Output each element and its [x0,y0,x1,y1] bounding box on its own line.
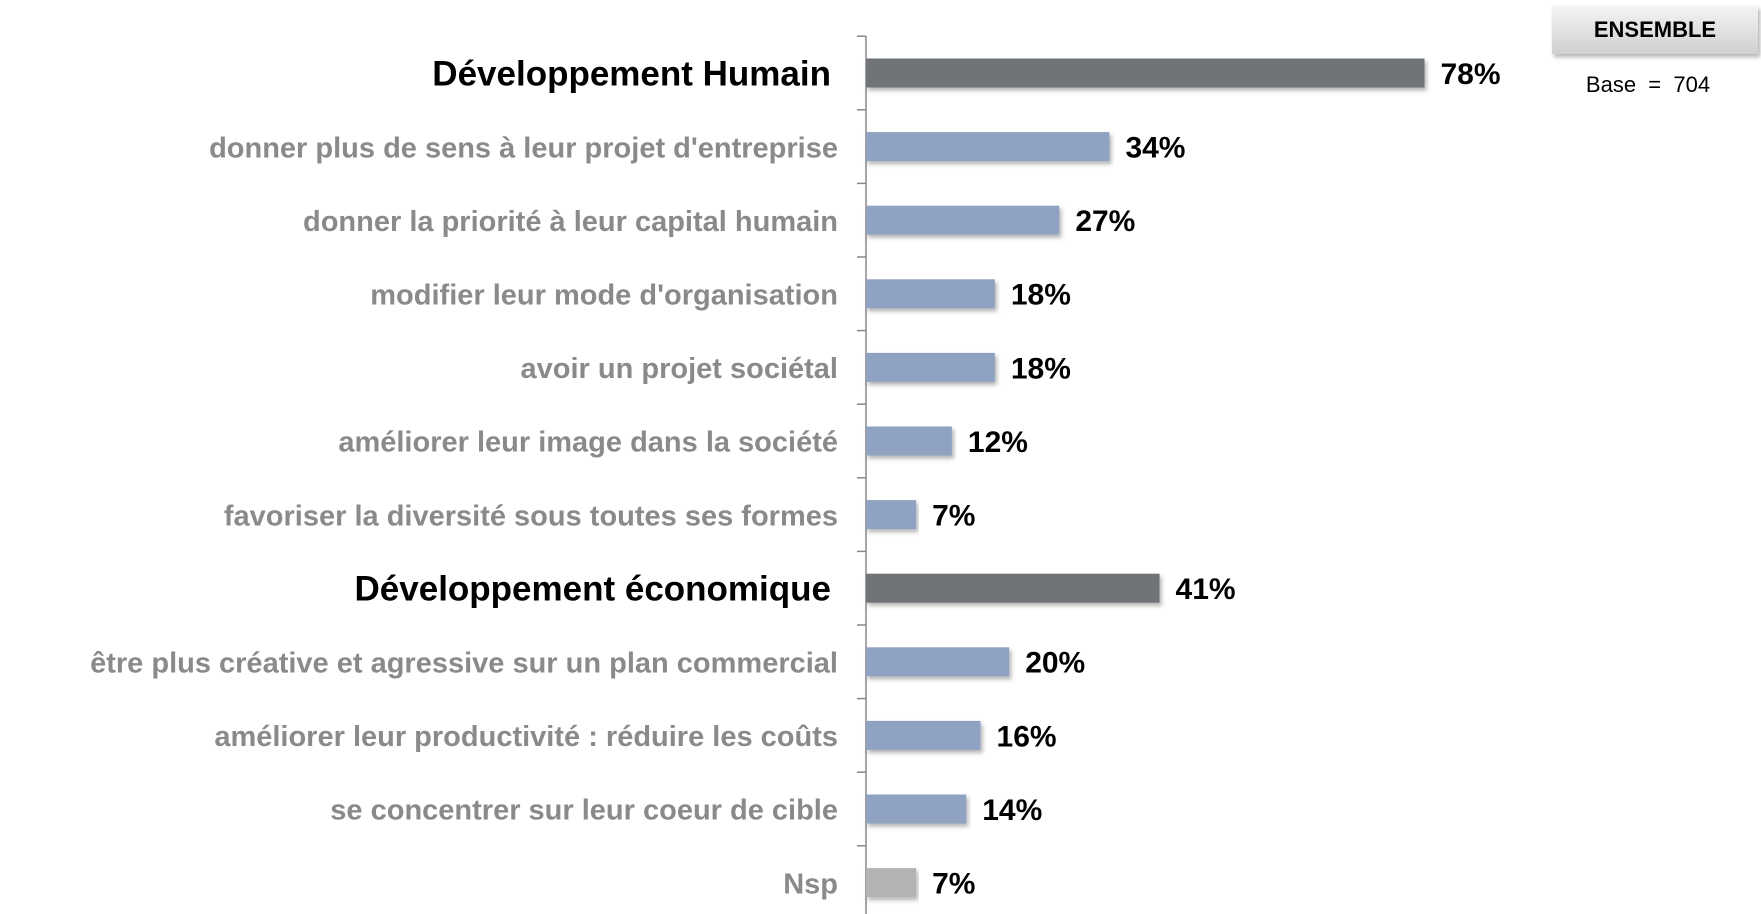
legend-box-label: ENSEMBLE [1594,17,1716,42]
bar [866,205,1060,235]
bar [866,647,1010,677]
value-label: 7% [932,500,975,533]
value-label: 18% [1011,279,1071,312]
value-label: 16% [997,720,1057,753]
bar [866,58,1425,88]
value-label: 27% [1075,205,1135,238]
category-label: avoir un projet sociétal [521,353,838,385]
bar [866,573,1160,603]
category-label: améliorer leur productivité : réduire le… [214,721,838,753]
value-label: 7% [932,868,975,901]
value-label: 12% [968,426,1028,459]
category-label: Nsp [783,868,838,900]
bar [866,352,995,382]
bar [866,132,1110,162]
category-label: Développement Humain [432,54,831,93]
value-label: 34% [1125,132,1185,165]
value-label: 14% [982,794,1042,827]
bar [866,868,917,898]
legend-box [1552,6,1758,54]
category-label: améliorer leur image dans la société [338,427,838,459]
bar [866,794,967,824]
category-label: donner la priorité à leur capital humain [303,206,838,238]
value-label: 41% [1176,573,1236,606]
value-label: 18% [1011,352,1071,385]
category-label: modifier leur mode d'organisation [370,279,838,311]
category-label: Développement économique [355,569,831,608]
category-label: être plus créative et agressive sur un p… [90,647,838,679]
bar [866,720,981,750]
bar [866,500,917,530]
category-label: favoriser la diversité sous toutes ses f… [224,500,838,532]
bar [866,426,952,456]
bar [866,279,995,309]
value-label: 78% [1440,58,1500,91]
category-label: donner plus de sens à leur projet d'entr… [209,132,838,164]
value-label: 20% [1025,647,1085,680]
category-label: se concentrer sur leur coeur de cible [330,795,838,827]
base-note: Base = 704 [1586,72,1710,97]
